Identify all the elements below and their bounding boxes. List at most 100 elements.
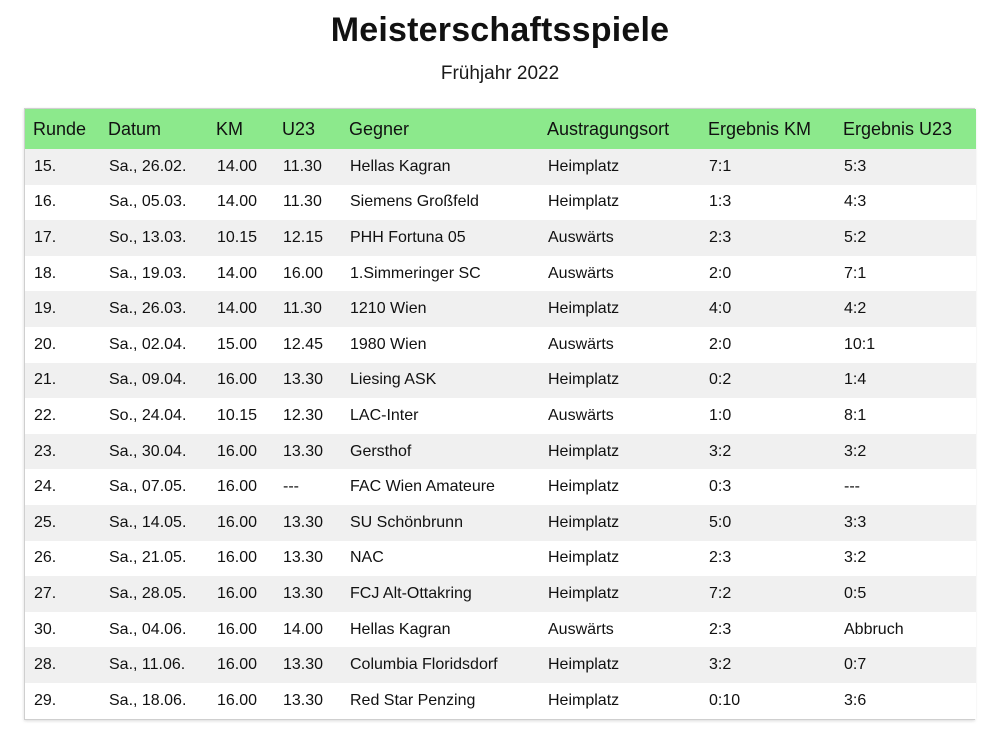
cell-ergebnis-km: 2:0 [709, 264, 732, 282]
cell-runde: 25. [34, 513, 57, 531]
column-header-ergebnis-u23: Ergebnis U23 [843, 118, 953, 139]
cell-ergebnis-km: 3:2 [709, 442, 732, 460]
cell-runde: 24. [34, 478, 57, 496]
cell-ergebnis-km: 2:0 [709, 335, 732, 353]
cell-runde: 30. [34, 620, 57, 638]
cell-datum: Sa., 02.04. [109, 335, 187, 353]
cell-austragungsort: Auswärts [548, 620, 614, 638]
cell-gegner: NAC [350, 549, 384, 567]
schedule-table: Runde Datum KM U23 Gegner Austragungsort Ergeb… [25, 109, 976, 719]
cell-ergebnis-u23: 3:2 [844, 549, 867, 567]
cell-ergebnis-u23: 0:5 [844, 584, 867, 602]
cell-u23: 13.30 [283, 656, 324, 674]
cell-gegner: Liesing ASK [350, 371, 437, 389]
cell-ergebnis-u23: 7:1 [844, 264, 867, 282]
column-header-gegner: Gegner [349, 118, 410, 139]
cell-km: 15.00 [217, 335, 258, 353]
table-row: 29. Sa., 18.06. 16.00 13.30 Red Star Penzing… [25, 682, 976, 719]
cell-austragungsort: Heimplatz [548, 300, 620, 318]
cell-ergebnis-km: 0:2 [709, 371, 732, 389]
cell-austragungsort: Heimplatz [548, 656, 620, 674]
cell-austragungsort: Heimplatz [548, 478, 620, 496]
table-row: 15. Sa., 26.02. 14.00 11.30 Hellas Kagran Hei… [25, 149, 976, 185]
cell-u23: 11.30 [283, 157, 322, 175]
cell-runde: 16. [34, 193, 57, 211]
table-row: 30. Sa., 04.06. 16.00 14.00 Hellas Kagran Aus… [25, 611, 976, 648]
cell-runde: 17. [34, 228, 57, 246]
cell-gegner: FAC Wien Amateure [350, 478, 495, 496]
cell-ergebnis-u23: 0:7 [844, 656, 867, 674]
column-header-runde: Runde [33, 118, 87, 139]
cell-austragungsort: Auswärts [548, 228, 614, 246]
cell-km: 14.00 [217, 157, 258, 175]
cell-datum: Sa., 05.03. [109, 193, 187, 211]
table-row: 25. Sa., 14.05. 16.00 13.30 SU Schönbrunn Hei… [25, 504, 976, 541]
cell-ergebnis-km: 7:2 [709, 584, 732, 602]
cell-ergebnis-u23: --- [844, 478, 860, 496]
column-header-km: KM [216, 118, 243, 139]
cell-datum: Sa., 09.04. [109, 371, 187, 389]
table-row: 27. Sa., 28.05. 16.00 13.30 FCJ Alt-Ottakrin… [25, 576, 976, 612]
cell-runde: 29. [34, 691, 57, 709]
cell-ergebnis-u23: Abbruch [844, 620, 904, 638]
cell-austragungsort: Heimplatz [548, 691, 620, 709]
cell-datum: Sa., 30.04. [109, 442, 187, 460]
cell-ergebnis-km: 7:1 [709, 157, 732, 175]
table-header: Runde Datum KM U23 Gegner Austragungsort Ergeb… [25, 109, 976, 149]
cell-u23: 11.30 [283, 300, 322, 318]
table-header-row: Runde Datum KM U23 Gegner Austragungsort Ergeb… [25, 109, 976, 149]
cell-km: 16.00 [217, 549, 258, 567]
cell-datum: Sa., 26.02. [109, 157, 187, 175]
cell-gegner: Red Star Penzing [350, 691, 476, 709]
cell-datum: Sa., 04.06. [109, 620, 187, 638]
cell-ergebnis-u23: 5:3 [844, 157, 867, 175]
cell-austragungsort: Heimplatz [548, 549, 620, 567]
cell-runde: 26. [34, 549, 57, 567]
cell-ergebnis-u23: 3:3 [844, 513, 867, 531]
cell-runde: 27. [34, 584, 57, 602]
cell-u23: 12.45 [283, 335, 324, 353]
cell-datum: So., 24.04. [109, 406, 187, 424]
table-row: 16. Sa., 05.03. 14.00 11.30 Siemens Großfeld… [25, 184, 976, 221]
cell-runde: 23. [34, 442, 57, 460]
cell-runde: 21. [34, 371, 57, 389]
table-row: 28. Sa., 11.06. 16.00 13.30 Columbia Florids… [25, 647, 976, 683]
cell-datum: Sa., 18.06. [109, 691, 187, 709]
cell-runde: 22. [34, 406, 57, 424]
page-title: Meisterschaftsspiele [330, 11, 670, 49]
cell-gegner: Columbia Floridsdorf [350, 656, 498, 674]
cell-ergebnis-u23: 4:2 [844, 300, 867, 318]
table-body: 15. Sa., 26.02. 14.00 11.30 Hellas Kagran Hei… [25, 149, 976, 719]
cell-ergebnis-km: 2:3 [709, 549, 732, 567]
cell-gegner: Siemens Großfeld [350, 193, 479, 211]
cell-gegner: 1980 Wien [350, 335, 427, 353]
cell-km: 16.00 [217, 691, 258, 709]
table-row: 19. Sa., 26.03. 14.00 11.30 1210 Wien Heimpla… [25, 291, 976, 327]
cell-datum: Sa., 07.05. [109, 478, 187, 496]
cell-datum: Sa., 11.06. [109, 656, 186, 674]
cell-km: 16.00 [217, 371, 258, 389]
cell-u23: 13.30 [283, 513, 324, 531]
cell-datum: Sa., 14.05. [109, 513, 187, 531]
schedule-table-container: Runde Datum KM U23 Gegner Austragungsort Ergeb… [24, 108, 976, 720]
cell-u23: 11.30 [283, 193, 322, 211]
cell-u23: 13.30 [283, 442, 324, 460]
cell-km: 16.00 [217, 478, 258, 496]
cell-ergebnis-km: 0:10 [709, 691, 741, 709]
cell-km: 16.00 [217, 442, 258, 460]
cell-ergebnis-km: 3:2 [709, 656, 732, 674]
cell-ergebnis-u23: 1:4 [844, 371, 867, 389]
cell-gegner: FCJ Alt-Ottakring [350, 584, 472, 602]
cell-datum: Sa., 26.03. [109, 300, 187, 318]
cell-u23: 12.15 [283, 228, 324, 246]
cell-ergebnis-km: 1:0 [709, 406, 732, 424]
table-row: 17. So., 13.03. 10.15 12.15 PHH Fortuna 05 Au… [25, 220, 976, 256]
cell-ergebnis-u23: 3:2 [844, 442, 867, 460]
cell-austragungsort: Heimplatz [548, 193, 620, 211]
page-subtitle: Frühjahr 2022 [440, 63, 560, 84]
cell-km: 10.15 [217, 228, 258, 246]
cell-datum: Sa., 19.03. [109, 264, 187, 282]
table-row: 26. Sa., 21.05. 16.00 13.30 NAC Heimplatz 2:3 3… [25, 540, 976, 577]
cell-ergebnis-km: 1:3 [709, 193, 732, 211]
table-row: 20. Sa., 02.04. 15.00 12.45 1980 Wien Auswärt… [25, 326, 976, 363]
